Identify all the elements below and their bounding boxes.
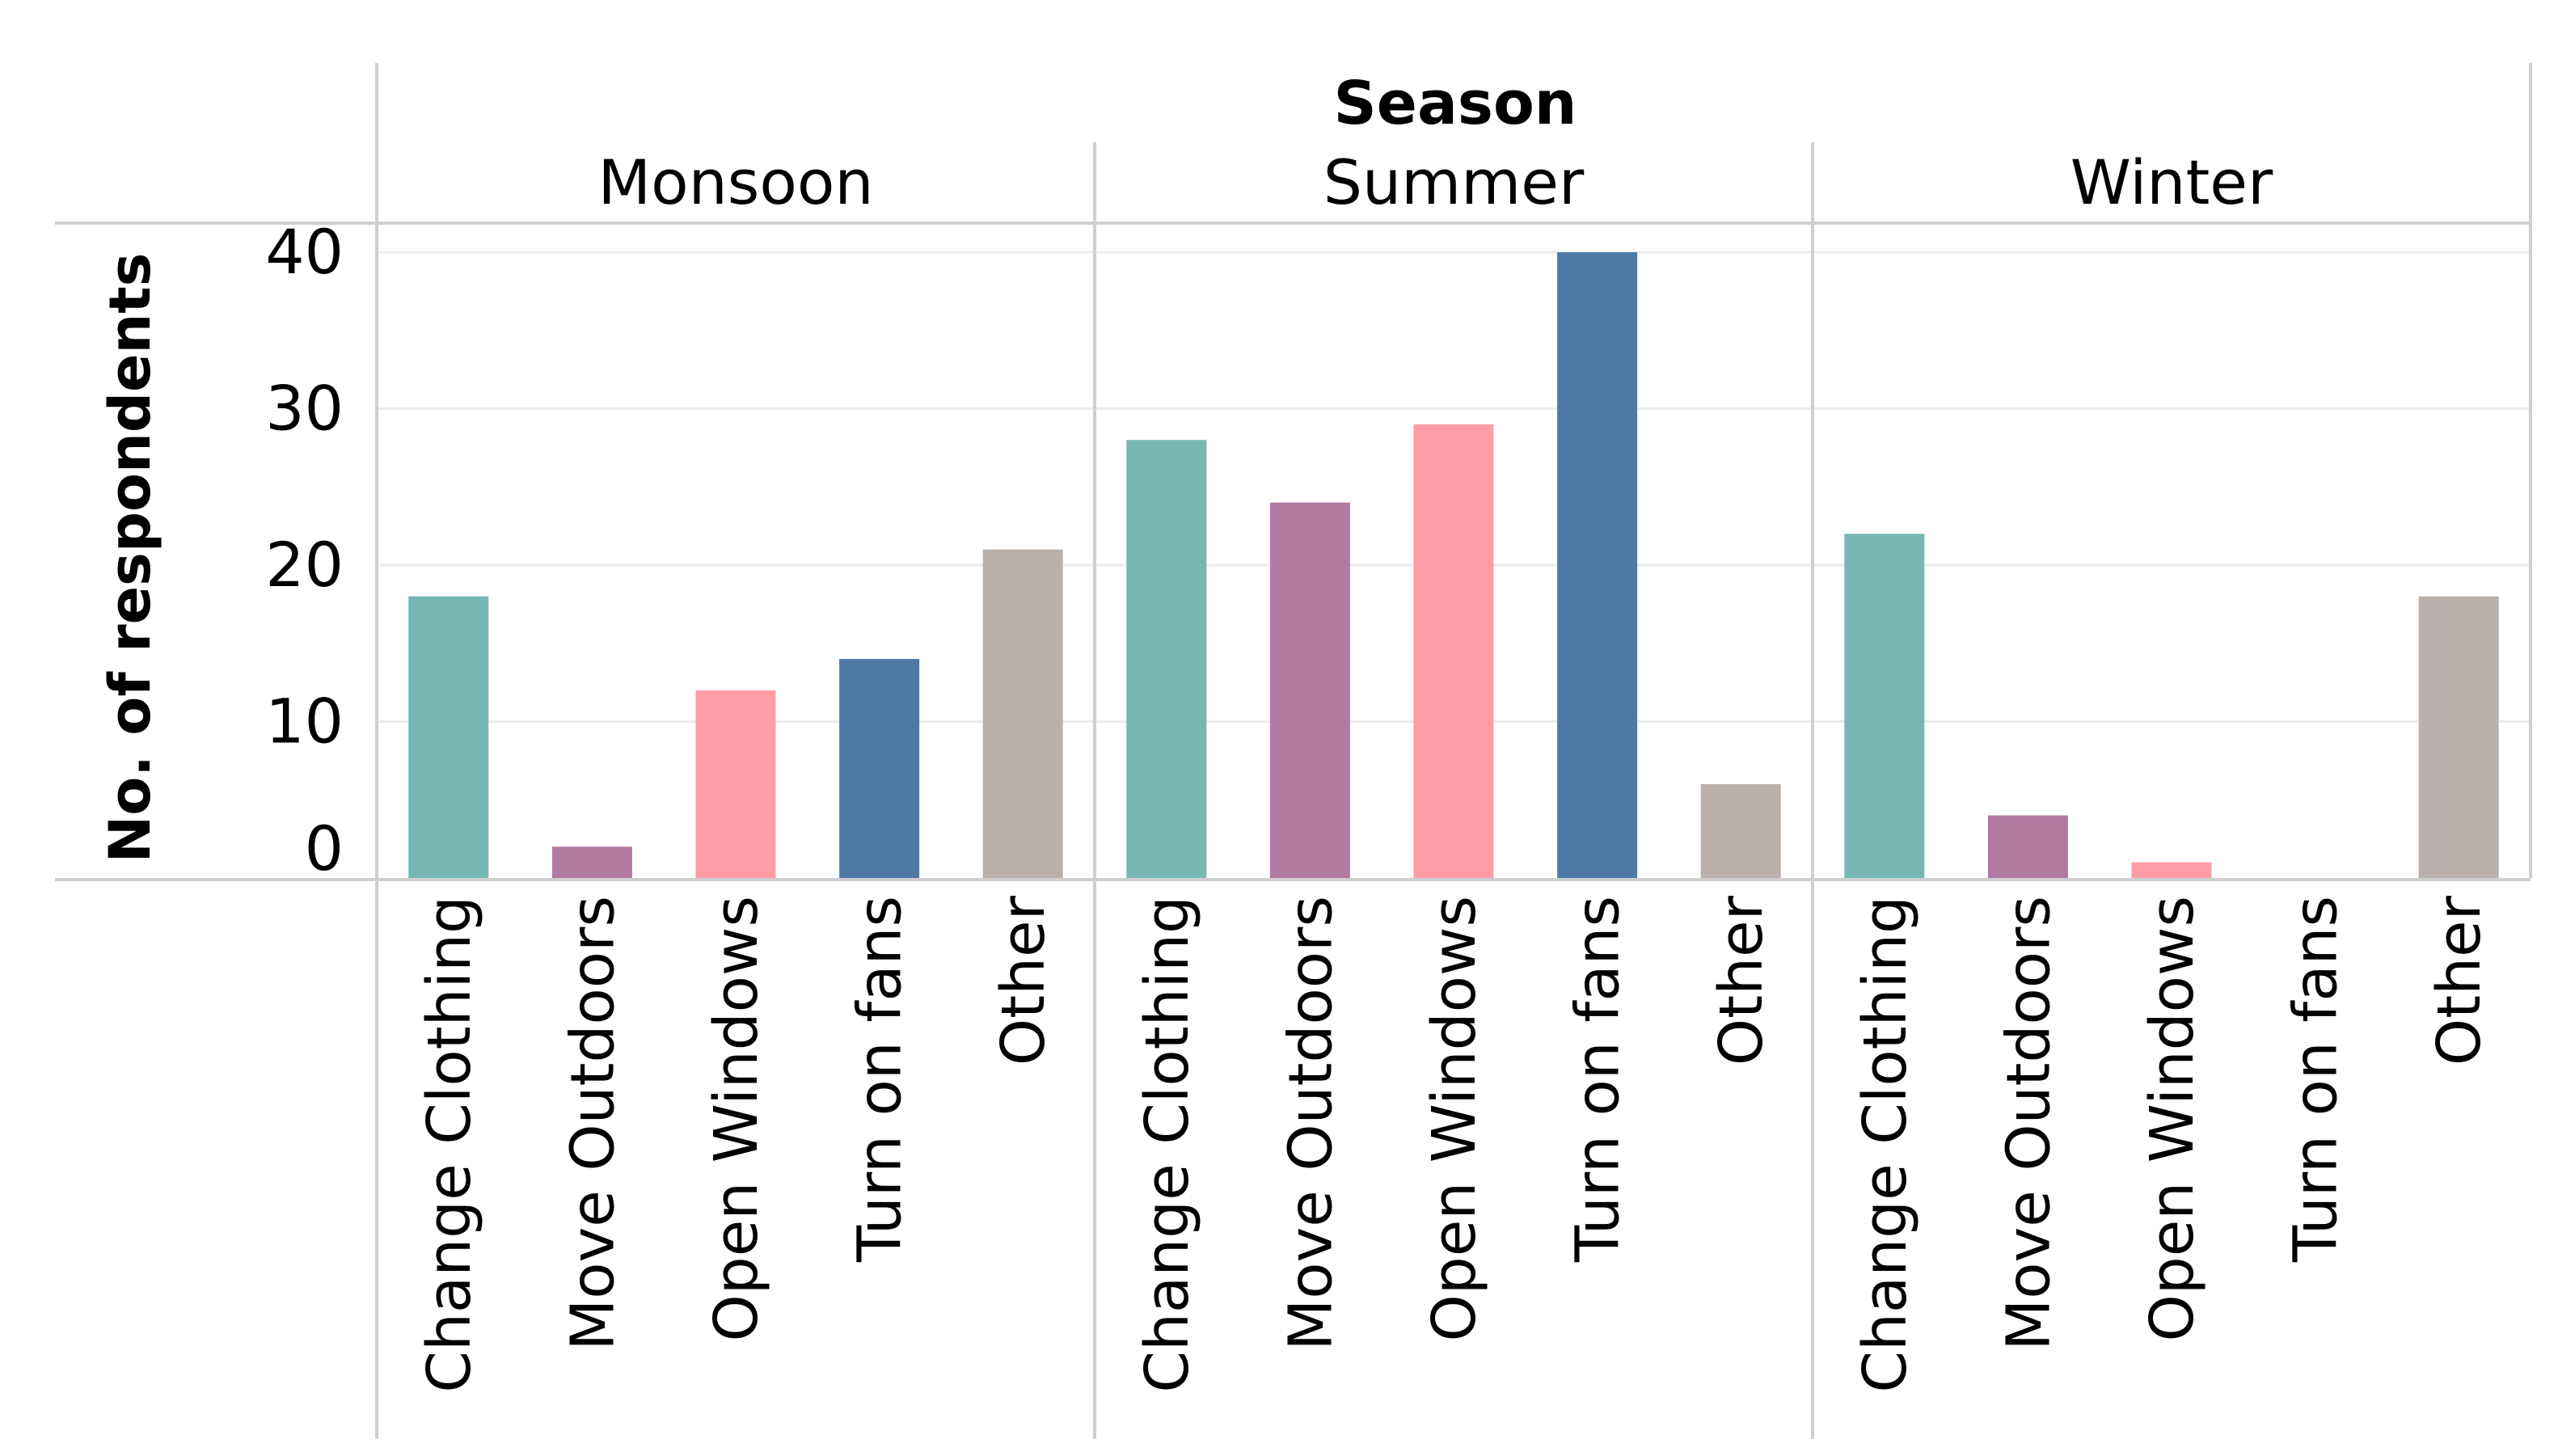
- bars: [408, 252, 2499, 878]
- bar-summer-turn-on-fans: [1557, 252, 1638, 878]
- x-tick-label: Move Outdoors: [1994, 896, 2063, 1351]
- bar-winter-other: [2418, 596, 2499, 878]
- season-label-winter: Winter: [2070, 146, 2273, 218]
- chart-frame: [55, 63, 2532, 1439]
- bar-summer-other: [1700, 783, 1781, 878]
- bar-winter-open-windows: [2131, 862, 2212, 878]
- facet-title: Season: [1334, 69, 1577, 138]
- y-tick-label: 40: [265, 216, 344, 288]
- y-tick-label: 20: [265, 529, 344, 601]
- bar-summer-change-clothing: [1126, 440, 1207, 878]
- bar-summer-open-windows: [1413, 424, 1494, 878]
- bar-winter-change-clothing: [1844, 534, 1925, 878]
- labels: Season No. of respondents 0 10 20 30 40 Monso…: [97, 69, 2494, 1393]
- bar-winter-move-outdoors: [1987, 815, 2068, 878]
- x-tick-label: Change Clothing: [415, 896, 484, 1393]
- season-label-monsoon: Monsoon: [598, 146, 874, 218]
- x-tick-label: Turn on fans: [846, 896, 915, 1263]
- y-tick-label: 10: [265, 686, 344, 758]
- x-tick-label: Change Clothing: [1851, 896, 1920, 1393]
- bar-monsoon-turn-on-fans: [839, 659, 920, 878]
- y-tick-label: 0: [305, 812, 344, 884]
- bar-monsoon-other: [982, 549, 1063, 878]
- y-tick-label: 30: [265, 373, 344, 445]
- x-tick-label: Turn on fans: [1564, 896, 1633, 1263]
- x-tick-label: Change Clothing: [1133, 896, 1202, 1393]
- bar-summer-move-outdoors: [1269, 502, 1350, 878]
- x-tick-label: Move Outdoors: [558, 896, 627, 1351]
- x-tick-label: Open Windows: [2138, 896, 2207, 1342]
- x-tick-label: Open Windows: [702, 896, 771, 1342]
- bar-monsoon-change-clothing: [408, 596, 489, 878]
- bar-monsoon-open-windows: [695, 690, 776, 878]
- x-tick-label: Turn on fans: [2282, 896, 2351, 1263]
- y-axis-title: No. of respondents: [97, 253, 163, 863]
- season-label-summer: Summer: [1323, 146, 1585, 218]
- x-tick-label: Move Outdoors: [1276, 896, 1345, 1351]
- x-tick-label: Other: [1707, 895, 1776, 1066]
- x-tick-label: Other: [989, 895, 1058, 1066]
- x-tick-label: Other: [2425, 895, 2494, 1066]
- bar-monsoon-move-outdoors: [551, 846, 632, 878]
- x-tick-label: Open Windows: [1420, 896, 1489, 1342]
